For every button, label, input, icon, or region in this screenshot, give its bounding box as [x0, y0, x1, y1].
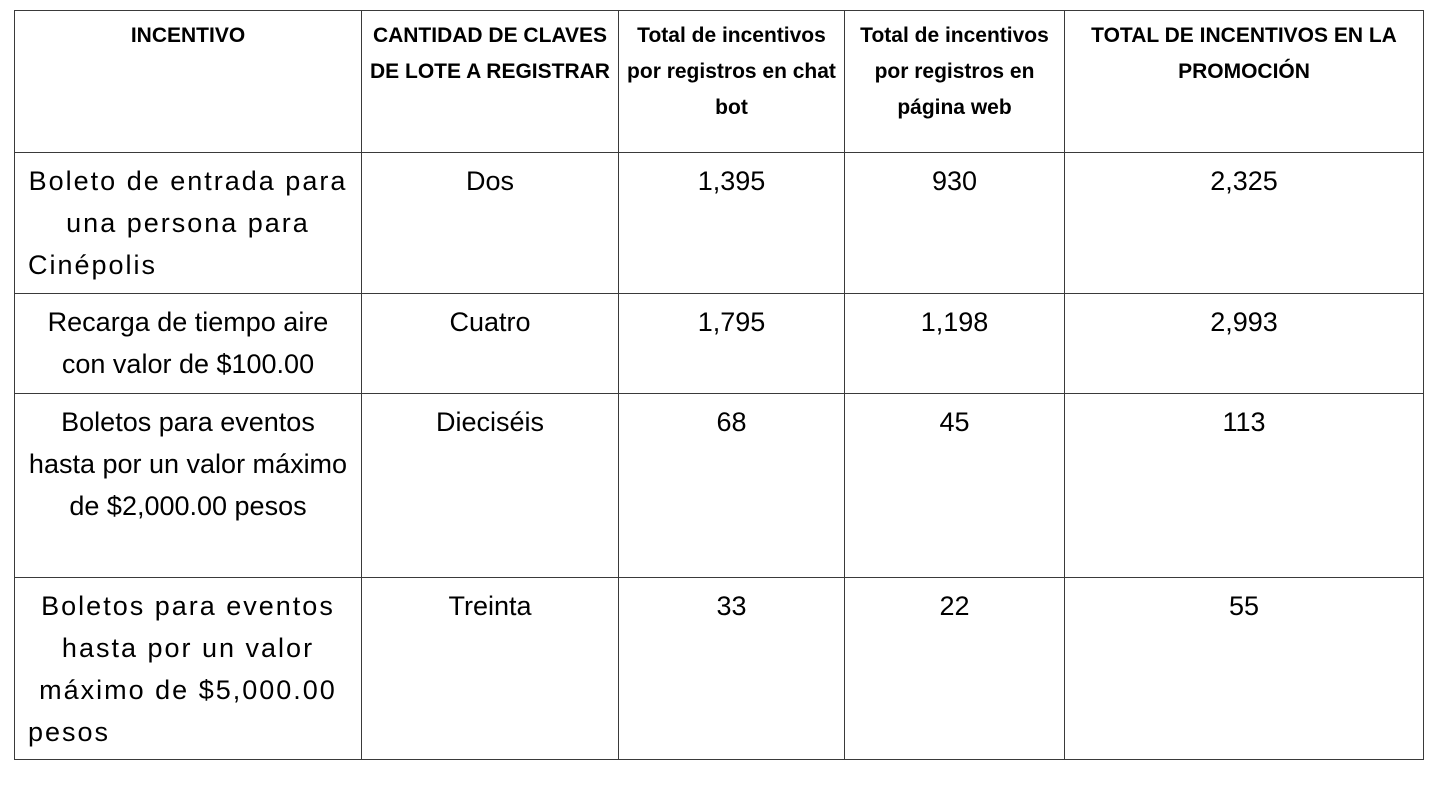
cell-incentivo: Boleto de entrada para una persona para …	[14, 152, 362, 294]
cell-chat-bot: 33	[618, 577, 845, 760]
cell-total: 2,993	[1064, 293, 1424, 394]
cell-cantidad: Dos	[361, 152, 619, 294]
cell-incentivo: Boletos para eventos hasta por un valor …	[14, 393, 362, 578]
cell-incentivo: Recarga de tiempo aire con valor de $100…	[14, 293, 362, 394]
header-chat-bot: Total de incentivos por registros en cha…	[618, 10, 845, 153]
header-cantidad: CANTIDAD DE CLAVES DE LOTE A REGISTRAR	[361, 10, 619, 153]
table-row: Boletos para eventos hasta por un valor …	[14, 577, 1424, 760]
header-row: INCENTIVO CANTIDAD DE CLAVES DE LOTE A R…	[14, 10, 1424, 153]
table-row: Boleto de entrada para una persona para …	[14, 152, 1424, 294]
cell-cantidad: Treinta	[361, 577, 619, 760]
table-row: Boletos para eventos hasta por un valor …	[14, 393, 1424, 578]
table-row: Recarga de tiempo aire con valor de $100…	[14, 293, 1424, 394]
cell-pagina-web: 45	[844, 393, 1065, 578]
cell-pagina-web: 1,198	[844, 293, 1065, 394]
header-pagina-web: Total de incentivos por registros en pág…	[844, 10, 1065, 153]
incentives-table: INCENTIVO CANTIDAD DE CLAVES DE LOTE A R…	[14, 10, 1424, 760]
cell-chat-bot: 68	[618, 393, 845, 578]
cell-chat-bot: 1,395	[618, 152, 845, 294]
cell-chat-bot: 1,795	[618, 293, 845, 394]
cell-incentivo: Boletos para eventos hasta por un valor …	[14, 577, 362, 760]
cell-pagina-web: 22	[844, 577, 1065, 760]
cell-total: 113	[1064, 393, 1424, 578]
header-total: TOTAL DE INCENTIVOS EN LA PROMOCIÓN	[1064, 10, 1424, 153]
cell-pagina-web: 930	[844, 152, 1065, 294]
header-incentivo: INCENTIVO	[14, 10, 362, 153]
cell-cantidad: Dieciséis	[361, 393, 619, 578]
cell-total: 55	[1064, 577, 1424, 760]
cell-total: 2,325	[1064, 152, 1424, 294]
cell-cantidad: Cuatro	[361, 293, 619, 394]
